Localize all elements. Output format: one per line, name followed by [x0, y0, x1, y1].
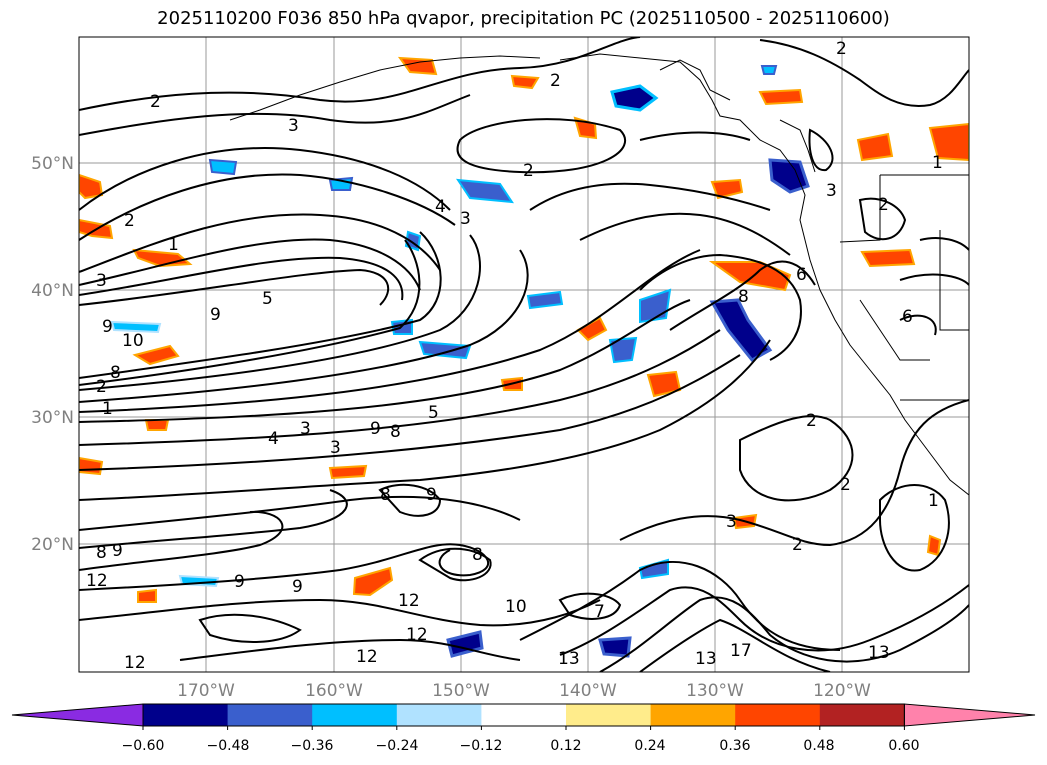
- contour-label: 2: [96, 377, 107, 397]
- coastlines: [229, 53, 969, 496]
- colorbar-segment: [650, 704, 736, 726]
- contour-label: 4: [435, 197, 446, 217]
- contour-label: 3: [96, 271, 107, 291]
- colorbar: [11, 703, 1036, 730]
- contour-label: 13: [695, 649, 717, 669]
- lon-label: 150°W: [432, 681, 490, 701]
- contour-label: 8: [472, 545, 483, 565]
- colorbar-segment: [735, 704, 821, 726]
- colorbar-outline: [142, 703, 905, 727]
- colorbar-tick-labels: −0.60 −0.48 −0.36 −0.24 −0.12 0.12 0.24 …: [122, 738, 920, 754]
- contour-label: 7: [594, 602, 605, 622]
- contour-label: 12: [398, 591, 420, 611]
- contour-label: 3: [300, 419, 311, 439]
- precip-negative-areas: [110, 65, 810, 658]
- colorbar-tick-label: −0.12: [460, 738, 503, 754]
- contour-label: 1: [102, 399, 113, 419]
- colorbar-tick-label: −0.24: [376, 738, 419, 754]
- colorbar-tick-label: −0.60: [122, 738, 165, 754]
- lon-label: 170°W: [177, 681, 235, 701]
- contour-label: 5: [262, 289, 273, 309]
- lat-label: 30°N: [31, 408, 74, 428]
- contour-label: 3: [726, 512, 737, 532]
- lat-label: 40°N: [31, 281, 74, 301]
- contour-label: 12: [406, 625, 428, 645]
- contour-label: 4: [268, 429, 279, 449]
- contour-label: 3: [826, 181, 837, 201]
- colorbar-segment: [566, 704, 652, 726]
- contour-label: 2: [550, 71, 561, 91]
- colorbar-tick-label: −0.48: [207, 738, 250, 754]
- colorbar-tick-label: 0.24: [634, 738, 665, 754]
- contour-label-group: 2 3 2 1 2 4 3 2 5 3 3 9 10 8 1 2 4 3 5 9…: [86, 39, 943, 673]
- contour-label: 5: [428, 403, 439, 423]
- contour-label: 12: [86, 571, 108, 591]
- contour-label: 2: [150, 92, 161, 112]
- contour-label: 9: [426, 485, 437, 505]
- qvapor-contours: [79, 37, 969, 672]
- contour-label: 2: [840, 475, 851, 495]
- contour-label: 1: [168, 235, 179, 255]
- map-title: 2025110200 F036 850 hPa qvapor, precipit…: [157, 8, 890, 29]
- contour-label: 17: [730, 641, 752, 661]
- colorbar-segment: [396, 704, 482, 726]
- contour-label: 8: [110, 363, 121, 383]
- contour-label: 12: [124, 653, 146, 673]
- contour-label: 3: [330, 438, 341, 458]
- contour-label: 8: [390, 422, 401, 442]
- colorbar-segment: [143, 704, 229, 726]
- colorbar-segment: [819, 704, 905, 726]
- contour-label: 10: [505, 597, 527, 617]
- contour-label: 2: [806, 411, 817, 431]
- contour-label: 2: [792, 535, 803, 555]
- contour-label: 10: [122, 331, 144, 351]
- colorbar-tick-label: 0.36: [719, 738, 750, 754]
- lon-label: 140°W: [559, 681, 617, 701]
- contour-label: 2: [124, 211, 135, 231]
- contour-label: 9: [292, 577, 303, 597]
- contour-label: 12: [356, 647, 378, 667]
- colorbar-segment: [227, 704, 313, 726]
- contour-label: 8: [738, 287, 749, 307]
- map-border: [78, 36, 970, 673]
- lon-label: 130°W: [686, 681, 744, 701]
- contour-label: 6: [902, 307, 913, 327]
- colorbar-tick-label: 0.48: [803, 738, 834, 754]
- contour-label: 8: [380, 485, 391, 505]
- contour-label: 13: [558, 649, 580, 669]
- longitude-labels: 170°W 160°W 150°W 140°W 130°W 120°W: [177, 681, 871, 701]
- contour-label: 9: [370, 419, 381, 439]
- colorbar-tick-label: −0.36: [291, 738, 334, 754]
- colorbar-tick-label: 0.12: [550, 738, 581, 754]
- contour-label: 3: [460, 209, 471, 229]
- contour-label: 2: [523, 161, 534, 181]
- contour-label: 9: [102, 317, 113, 337]
- contour-label: 1: [932, 153, 943, 173]
- contour-label: 1: [928, 491, 939, 511]
- lat-label: 20°N: [31, 535, 74, 555]
- contour-label: 6: [796, 265, 807, 285]
- colorbar-extend-high: [903, 703, 1036, 727]
- lon-label: 160°W: [305, 681, 363, 701]
- lat-label: 50°N: [31, 154, 74, 174]
- contour-label: 9: [112, 541, 123, 561]
- lon-label: 120°W: [813, 681, 871, 701]
- contour-label: 3: [288, 116, 299, 136]
- contour-label: 2: [836, 39, 847, 59]
- contour-label: 13: [868, 643, 890, 663]
- contour-label: 9: [210, 305, 221, 325]
- colorbar-segment: [312, 704, 398, 726]
- latitude-labels: 50°N 40°N 30°N 20°N: [31, 154, 74, 555]
- contour-label: 8: [96, 543, 107, 563]
- colorbar-extend-low: [11, 703, 144, 727]
- contour-label: 2: [878, 195, 889, 215]
- colorbar-tick-label: 0.60: [888, 738, 919, 754]
- contour-label: 9: [234, 572, 245, 592]
- colorbar-segment: [481, 704, 567, 726]
